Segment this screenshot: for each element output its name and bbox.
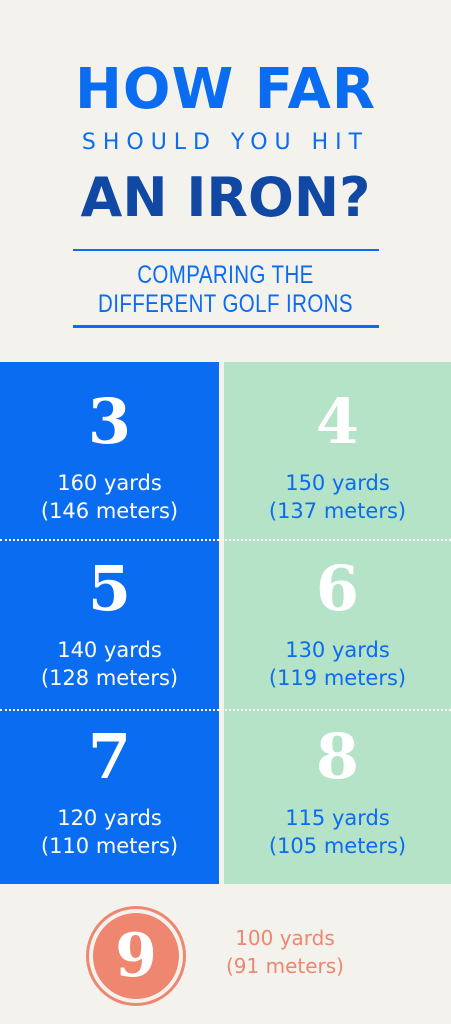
iron-6-number: 6 — [315, 552, 360, 625]
subtitle-rule-bottom — [73, 325, 379, 328]
iron-7-meters: (110 meters) — [40, 834, 179, 858]
title-an-iron: AN IRON? — [80, 166, 371, 229]
iron-6-distance: 130 yards (119 meters) — [224, 636, 451, 692]
iron-8-yards: 115 yards — [285, 806, 390, 830]
grid-column-right — [224, 362, 451, 884]
iron-7-yards: 120 yards — [57, 806, 162, 830]
iron-5-meters: (128 meters) — [40, 666, 179, 690]
iron-grid: 3 160 yards (146 meters) 4 150 yards (13… — [0, 362, 451, 884]
iron-8-distance: 115 yards (105 meters) — [224, 804, 451, 860]
iron-4-distance: 150 yards (137 meters) — [224, 469, 451, 525]
subtitle: COMPARING THE DIFFERENT GOLF IRONS — [41, 261, 411, 319]
title-how-far: HOW FAR — [74, 57, 377, 122]
iron-3-distance: 160 yards (146 meters) — [0, 469, 219, 525]
iron-4-cell: 4 150 yards (137 meters) — [224, 387, 451, 525]
grid-divider-2 — [0, 709, 451, 711]
iron-3-yards: 160 yards — [57, 471, 162, 495]
iron-7-distance: 120 yards (110 meters) — [0, 804, 219, 860]
iron-7-cell: 7 120 yards (110 meters) — [0, 722, 219, 860]
iron-8-number: 8 — [315, 720, 360, 793]
grid-divider-1 — [0, 539, 451, 541]
iron-9-badge: 9 — [93, 913, 179, 999]
subtitle-rule-top — [73, 249, 379, 251]
iron-7-number: 7 — [87, 720, 132, 793]
iron-6-yards: 130 yards — [285, 638, 390, 662]
iron-4-yards: 150 yards — [285, 471, 390, 495]
iron-3-cell: 3 160 yards (146 meters) — [0, 387, 219, 525]
iron-3-meters: (146 meters) — [40, 499, 179, 523]
iron-8-cell: 8 115 yards (105 meters) — [224, 722, 451, 860]
iron-9-meters: (91 meters) — [226, 954, 344, 978]
iron-4-meters: (137 meters) — [268, 499, 407, 523]
grid-column-left — [0, 362, 219, 884]
iron-5-cell: 5 140 yards (128 meters) — [0, 554, 219, 692]
iron-5-distance: 140 yards (128 meters) — [0, 636, 219, 692]
iron-8-meters: (105 meters) — [268, 834, 407, 858]
iron-6-meters: (119 meters) — [268, 666, 407, 690]
iron-9-yards: 100 yards — [235, 926, 335, 950]
iron-4-number: 4 — [315, 385, 360, 458]
subtitle-line-1: COMPARING THE — [137, 261, 314, 289]
iron-9-distance: 100 yards (91 meters) — [205, 924, 365, 980]
iron-5-number: 5 — [87, 552, 132, 625]
iron-3-number: 3 — [87, 385, 132, 458]
iron-6-cell: 6 130 yards (119 meters) — [224, 554, 451, 692]
title-should-you-hit: SHOULD YOU HIT — [81, 130, 370, 155]
iron-5-yards: 140 yards — [57, 638, 162, 662]
subtitle-line-2: DIFFERENT GOLF IRONS — [98, 290, 353, 318]
